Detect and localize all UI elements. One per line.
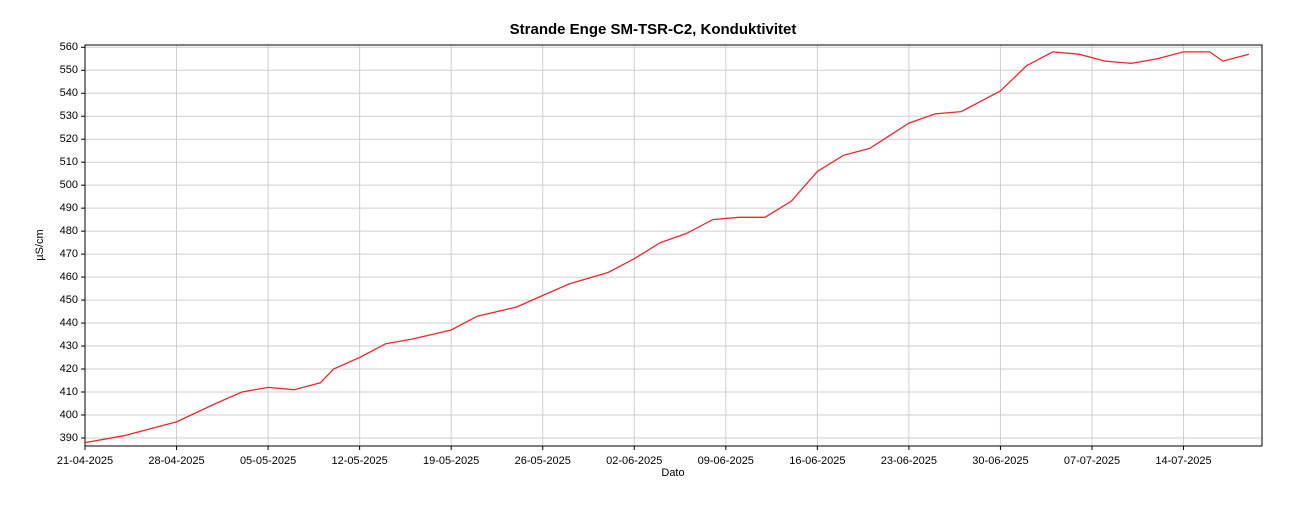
y-tick-label: 490 bbox=[60, 202, 78, 214]
y-tick-label: 400 bbox=[60, 409, 78, 421]
x-tick-label: 14-07-2025 bbox=[1155, 455, 1211, 467]
y-tick-label: 520 bbox=[60, 133, 78, 145]
y-tick-label: 540 bbox=[60, 87, 78, 99]
y-tick-label: 500 bbox=[60, 179, 78, 191]
x-tick-label: 05-05-2025 bbox=[240, 455, 296, 467]
y-tick-label: 390 bbox=[60, 432, 78, 444]
x-tick-label: 21-04-2025 bbox=[57, 455, 113, 467]
y-tick-label: 530 bbox=[60, 110, 78, 122]
y-tick-label: 420 bbox=[60, 363, 78, 375]
y-tick-label: 550 bbox=[60, 64, 78, 76]
x-tick-label: 28-04-2025 bbox=[148, 455, 204, 467]
x-tick-label: 12-05-2025 bbox=[331, 455, 387, 467]
y-tick-label: 460 bbox=[60, 271, 78, 283]
x-tick-label: 07-07-2025 bbox=[1064, 455, 1120, 467]
chart-title: Strande Enge SM-TSR-C2, Konduktivitet bbox=[510, 21, 797, 38]
x-axis-label: Dato bbox=[661, 467, 684, 479]
y-tick-label: 430 bbox=[60, 340, 78, 352]
data-line bbox=[84, 51, 1250, 444]
y-tick-label: 480 bbox=[60, 225, 78, 237]
x-tick-label: 19-05-2025 bbox=[423, 455, 479, 467]
plot-frame bbox=[84, 44, 1263, 447]
x-tick-label: 16-06-2025 bbox=[789, 455, 845, 467]
y-tick-label: 510 bbox=[60, 156, 78, 168]
x-tick-label: 23-06-2025 bbox=[881, 455, 937, 467]
y-tick-label: 440 bbox=[60, 317, 78, 329]
x-tick-label: 30-06-2025 bbox=[972, 455, 1028, 467]
y-tick-label: 410 bbox=[60, 386, 78, 398]
y-tick-label: 560 bbox=[60, 41, 78, 53]
y-axis-label: µS/cm bbox=[34, 229, 46, 260]
y-tick-label: 470 bbox=[60, 248, 78, 260]
x-tick-label: 02-06-2025 bbox=[606, 455, 662, 467]
y-tick-label: 450 bbox=[60, 294, 78, 306]
x-tick-label: 26-05-2025 bbox=[515, 455, 571, 467]
x-tick-label: 09-06-2025 bbox=[698, 455, 754, 467]
